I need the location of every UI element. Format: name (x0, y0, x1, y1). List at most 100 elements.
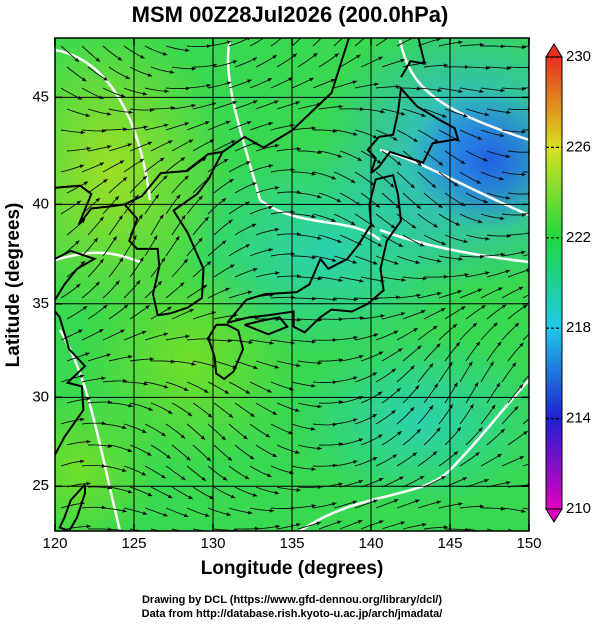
stream-arrow (409, 407, 415, 412)
stream-arrow (338, 482, 343, 487)
streamline (150, 528, 163, 531)
stream-arrow (198, 237, 203, 243)
stream-arrow (95, 198, 100, 203)
stream-arrow (433, 223, 438, 228)
stream-arrow (458, 89, 463, 94)
streamline (522, 213, 529, 215)
stream-arrow (168, 140, 173, 145)
stream-arrow (437, 291, 442, 296)
stream-arrow (180, 434, 186, 439)
stream-arrow (453, 451, 458, 456)
stream-arrow (453, 182, 459, 187)
stream-arrow (95, 57, 101, 62)
stream-arrow (180, 157, 185, 162)
stream-arrow (179, 282, 185, 287)
stream-arrow (542, 249, 546, 253)
stream-arrow (232, 100, 237, 105)
stream-arrow (74, 57, 80, 62)
stream-arrow (248, 340, 253, 345)
stream-arrow (78, 329, 83, 334)
stream-arrow (228, 413, 233, 418)
stream-arrow (397, 348, 403, 353)
stream-arrow (372, 414, 377, 418)
stream-arrow (227, 338, 232, 343)
stream-arrow (164, 89, 169, 94)
stream-arrow (477, 219, 483, 224)
stream-arrow (112, 236, 117, 241)
stream-arrow (188, 495, 193, 500)
stream-arrow (230, 494, 236, 499)
stream-arrow (438, 203, 443, 208)
streamline (522, 294, 529, 299)
stream-arrow (114, 196, 119, 201)
stream-arrow (460, 306, 466, 311)
stream-arrow (415, 260, 420, 265)
stream-arrow (535, 365, 539, 369)
stream-arrow (422, 276, 427, 281)
stream-arrow (505, 269, 511, 274)
stream-arrow (274, 185, 280, 190)
stream-arrow (476, 341, 481, 346)
stream-arrow (117, 56, 123, 61)
stream-arrow (317, 276, 322, 281)
streamline (186, 284, 208, 299)
stream-arrow (500, 216, 505, 221)
stream-arrow (125, 75, 130, 79)
stream-arrow (185, 86, 190, 91)
stream-arrow (311, 467, 316, 472)
stream-arrow (161, 432, 166, 437)
stream-arrow (369, 30, 373, 34)
stream-arrow (357, 157, 362, 161)
stream-arrow (378, 478, 384, 482)
streamline (171, 528, 184, 531)
stream-arrow (464, 273, 469, 277)
stream-arrow (305, 29, 309, 33)
stream-arrow (311, 255, 316, 260)
stream-arrow (311, 383, 316, 388)
stream-arrow (505, 534, 509, 538)
stream-arrow (338, 400, 343, 405)
stream-arrow (285, 31, 289, 35)
stream-arrow (266, 33, 270, 37)
stream-arrow (399, 476, 404, 481)
stream-arrow (395, 84, 400, 89)
stream-arrow (80, 260, 85, 266)
stream-arrow (149, 108, 154, 113)
stream-arrow (521, 250, 526, 255)
y-tick-label: 45 (32, 88, 49, 105)
stream-arrow (413, 138, 418, 142)
streamline (522, 129, 529, 131)
stream-arrow (296, 363, 301, 368)
stream-arrow (359, 278, 364, 283)
stream-arrow (183, 387, 189, 391)
stream-arrow (86, 481, 91, 486)
stream-arrow (330, 78, 336, 83)
streamline (249, 38, 265, 47)
stream-arrow (499, 176, 504, 181)
x-tick-label: 145 (437, 535, 462, 552)
stream-arrow (143, 125, 148, 130)
stream-arrow (163, 175, 168, 180)
stream-arrow (268, 164, 273, 168)
stream-arrow (204, 216, 209, 222)
stream-arrow (311, 126, 316, 130)
x-axis-label: Longitude (degrees) (201, 558, 384, 579)
stream-arrow (274, 227, 280, 232)
stream-arrow (212, 63, 217, 68)
stream-arrow (145, 305, 150, 310)
streamline (522, 463, 529, 467)
stream-arrow (352, 376, 358, 381)
stream-arrow (163, 512, 168, 517)
stream-arrow (436, 427, 441, 432)
stream-arrow (252, 57, 258, 62)
colorbar-tick-label: 230 (566, 48, 591, 65)
stream-arrow (514, 323, 520, 328)
stream-arrow (338, 278, 343, 282)
stream-arrow (421, 113, 426, 117)
stream-arrow (147, 492, 153, 497)
stream-arrow (119, 257, 124, 263)
stream-arrow (442, 113, 447, 118)
stream-arrow (274, 490, 280, 495)
stream-arrow (378, 351, 384, 356)
